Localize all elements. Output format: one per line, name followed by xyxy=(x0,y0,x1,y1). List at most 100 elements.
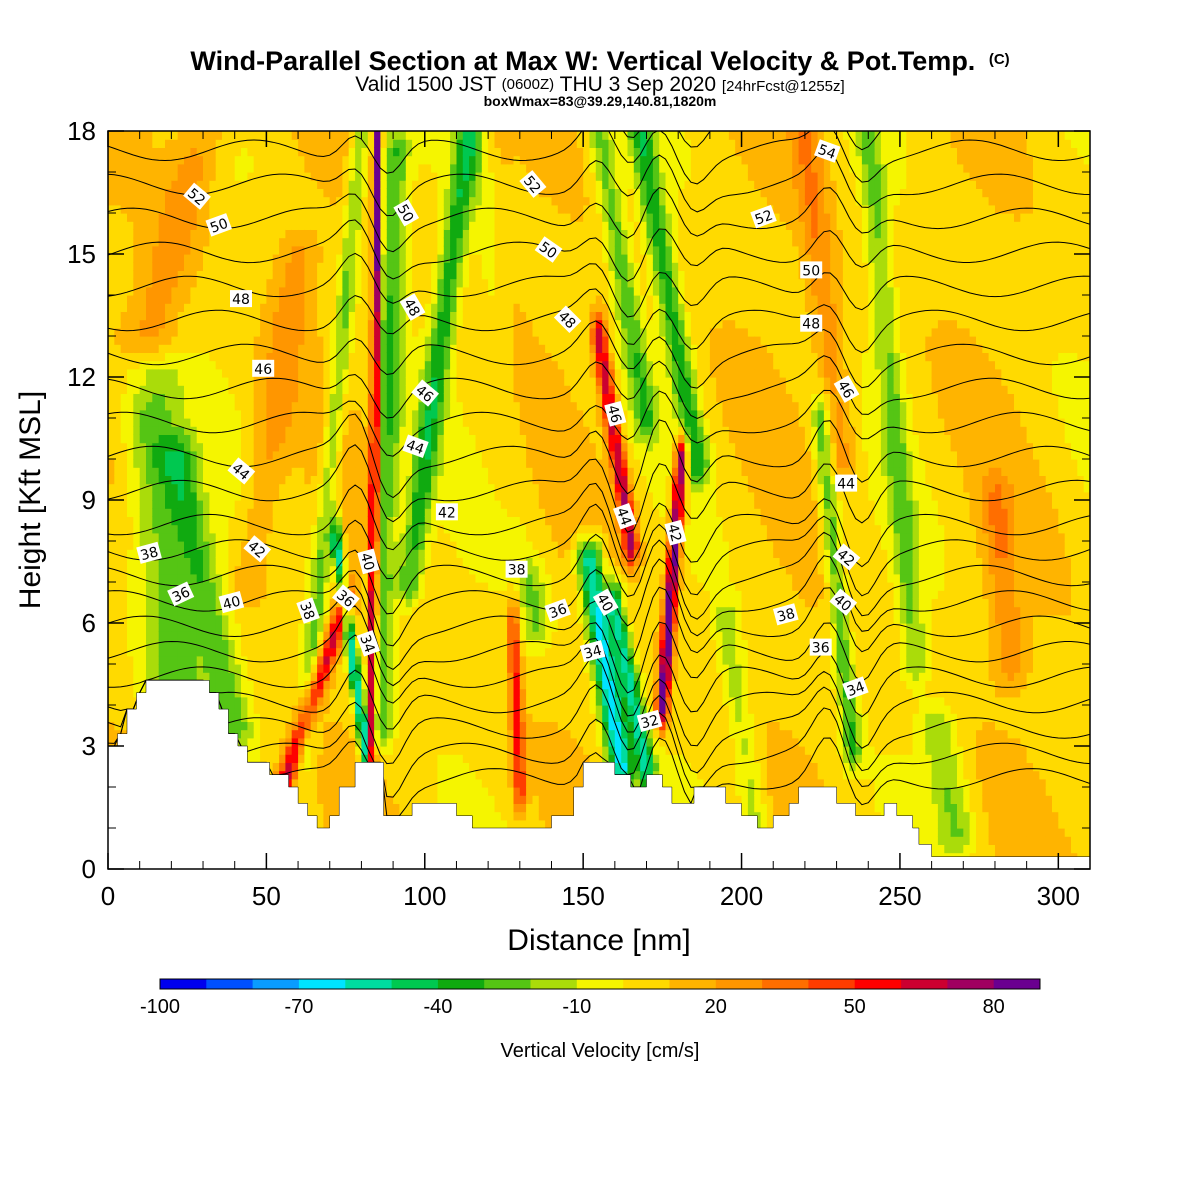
velocity-cell xyxy=(127,401,134,411)
velocity-cell xyxy=(424,147,432,157)
velocity-cell xyxy=(355,319,362,329)
velocity-cell xyxy=(127,647,134,657)
velocity-cell xyxy=(279,368,286,378)
velocity-cell xyxy=(431,237,438,247)
velocity-cell xyxy=(127,155,134,165)
velocity-cell xyxy=(190,319,198,329)
velocity-cell xyxy=(342,278,350,288)
velocity-cell xyxy=(361,524,369,534)
velocity-cell xyxy=(120,696,128,706)
velocity-cell xyxy=(310,139,318,148)
velocity-cell xyxy=(355,491,362,501)
velocity-cell xyxy=(285,139,293,148)
velocity-cell xyxy=(177,172,185,181)
velocity-cell xyxy=(120,524,128,534)
velocity-cell xyxy=(304,721,312,731)
velocity-cell xyxy=(215,508,223,517)
velocity-cell xyxy=(234,311,242,321)
velocity-cell xyxy=(120,565,128,575)
velocity-cell xyxy=(304,778,312,788)
velocity-cell xyxy=(443,385,451,394)
velocity-cell xyxy=(114,631,122,640)
velocity-cell xyxy=(203,598,210,608)
velocity-cell xyxy=(412,163,419,173)
velocity-cell xyxy=(323,327,331,337)
velocity-cell xyxy=(310,295,318,304)
velocity-cell xyxy=(323,245,331,255)
velocity-cell xyxy=(234,705,242,714)
velocity-cell xyxy=(266,131,274,140)
velocity-cell xyxy=(329,401,337,411)
velocity-cell xyxy=(386,614,394,624)
velocity-cell xyxy=(266,237,274,247)
velocity-cell xyxy=(108,303,115,312)
velocity-cell xyxy=(437,672,445,681)
velocity-cell xyxy=(386,131,394,140)
velocity-cell xyxy=(450,647,457,657)
velocity-cell xyxy=(418,787,426,796)
velocity-cell xyxy=(228,491,236,501)
velocity-cell xyxy=(342,163,350,173)
velocity-cell xyxy=(196,180,204,189)
velocity-cell xyxy=(291,368,299,378)
velocity-cell xyxy=(361,483,369,493)
velocity-cell xyxy=(165,582,172,591)
velocity-cell xyxy=(114,524,122,534)
velocity-cell xyxy=(152,557,160,567)
velocity-cell xyxy=(152,647,160,657)
velocity-cell xyxy=(304,393,312,403)
velocity-cell xyxy=(380,442,388,452)
velocity-cell xyxy=(139,524,147,534)
velocity-cell xyxy=(329,336,337,345)
velocity-cell xyxy=(443,549,451,558)
velocity-cell xyxy=(386,147,394,157)
velocity-cell xyxy=(120,245,128,255)
velocity-cell xyxy=(234,303,242,312)
velocity-cell xyxy=(304,409,312,419)
velocity-cell xyxy=(133,409,141,419)
velocity-cell xyxy=(374,434,381,444)
velocity-cell xyxy=(133,344,141,353)
velocity-cell xyxy=(247,311,255,321)
velocity-cell xyxy=(443,746,451,755)
velocity-cell xyxy=(222,565,229,575)
velocity-cell xyxy=(253,737,261,747)
velocity-cell xyxy=(361,278,369,288)
velocity-cell xyxy=(424,163,432,173)
velocity-cell xyxy=(215,475,223,485)
velocity-cell xyxy=(317,746,324,755)
velocity-cell xyxy=(298,352,305,362)
velocity-cell xyxy=(291,327,299,337)
velocity-cell xyxy=(355,680,362,690)
velocity-cell xyxy=(272,737,280,747)
velocity-cell xyxy=(215,278,223,288)
velocity-cell xyxy=(418,459,426,468)
velocity-cell xyxy=(405,262,413,271)
velocity-cell xyxy=(222,500,229,509)
velocity-cell xyxy=(266,729,274,739)
velocity-cell xyxy=(285,336,293,345)
velocity-cell xyxy=(336,467,343,476)
velocity-cell xyxy=(361,344,369,353)
velocity-cell xyxy=(285,549,293,558)
velocity-cell xyxy=(139,344,147,353)
velocity-cell xyxy=(234,344,242,353)
velocity-cell xyxy=(348,368,356,378)
velocity-cell xyxy=(431,270,438,280)
velocity-cell xyxy=(114,541,122,550)
velocity-cell xyxy=(298,163,305,173)
velocity-cell xyxy=(127,213,134,222)
velocity-cell xyxy=(336,664,343,673)
velocity-cell xyxy=(177,483,185,493)
velocity-cell xyxy=(386,557,394,567)
velocity-cell xyxy=(241,549,248,558)
velocity-cell xyxy=(298,434,305,444)
velocity-cell xyxy=(418,688,426,698)
velocity-cell xyxy=(323,516,331,526)
velocity-cell xyxy=(266,688,274,698)
velocity-cell xyxy=(266,426,274,435)
velocity-cell xyxy=(228,524,236,534)
velocity-cell xyxy=(139,213,147,222)
velocity-cell xyxy=(253,442,261,452)
velocity-cell xyxy=(196,163,204,173)
